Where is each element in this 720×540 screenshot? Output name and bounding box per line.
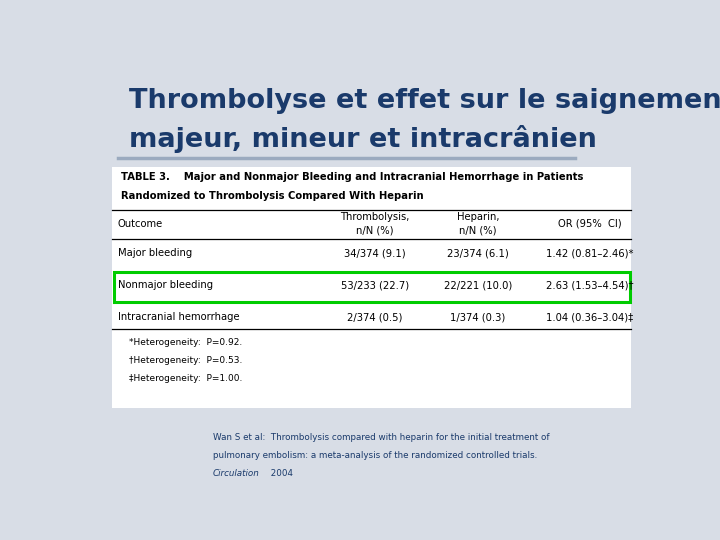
Text: pulmonary embolism: a meta-analysis of the randomized controlled trials.: pulmonary embolism: a meta-analysis of t… (213, 451, 537, 460)
Text: 2004: 2004 (268, 469, 293, 477)
Text: Circulation: Circulation (213, 469, 259, 477)
Text: †Heterogeneity:  P=0.53.: †Heterogeneity: P=0.53. (129, 356, 243, 365)
Text: Thrombolysis,
n/N (%): Thrombolysis, n/N (%) (340, 212, 409, 235)
Text: Wan S et al:  Thrombolysis compared with heparin for the initial treatment of: Wan S et al: Thrombolysis compared with … (213, 433, 549, 442)
Text: TABLE 3.    Major and Nonmajor Bleeding and Intracranial Hemorrhage in Patients: TABLE 3. Major and Nonmajor Bleeding and… (121, 172, 583, 181)
Text: 53/233 (22.7): 53/233 (22.7) (341, 280, 409, 290)
Text: Nonmajor bleeding: Nonmajor bleeding (118, 280, 213, 290)
Text: *Heterogeneity:  P=0.92.: *Heterogeneity: P=0.92. (129, 339, 243, 347)
Text: Randomized to Thrombolysis Compared With Heparin: Randomized to Thrombolysis Compared With… (121, 191, 423, 201)
Text: 23/374 (6.1): 23/374 (6.1) (447, 248, 509, 258)
Text: 2.63 (1.53–4.54)†: 2.63 (1.53–4.54)† (546, 280, 633, 290)
FancyBboxPatch shape (114, 272, 629, 302)
Text: 1.04 (0.36–3.04)‡: 1.04 (0.36–3.04)‡ (546, 312, 633, 322)
Text: 1/374 (0.3): 1/374 (0.3) (450, 312, 505, 322)
Text: majeur, mineur et intracrânien: majeur, mineur et intracrânien (129, 125, 597, 153)
Text: 22/221 (10.0): 22/221 (10.0) (444, 280, 512, 290)
Text: OR (95%  CI): OR (95% CI) (557, 219, 621, 228)
Text: Outcome: Outcome (118, 219, 163, 228)
Text: ‡Heterogeneity:  P=1.00.: ‡Heterogeneity: P=1.00. (129, 374, 243, 383)
Text: Heparin,
n/N (%): Heparin, n/N (%) (456, 212, 499, 235)
Text: 1.42 (0.81–2.46)*: 1.42 (0.81–2.46)* (546, 248, 633, 258)
FancyBboxPatch shape (112, 167, 631, 408)
Text: 2/374 (0.5): 2/374 (0.5) (347, 312, 402, 322)
Text: 34/374 (9.1): 34/374 (9.1) (343, 248, 405, 258)
Text: Thrombolyse et effet sur le saignement: Thrombolyse et effet sur le saignement (129, 87, 720, 113)
Text: Major bleeding: Major bleeding (118, 248, 192, 258)
Text: Intracranial hemorrhage: Intracranial hemorrhage (118, 312, 240, 322)
